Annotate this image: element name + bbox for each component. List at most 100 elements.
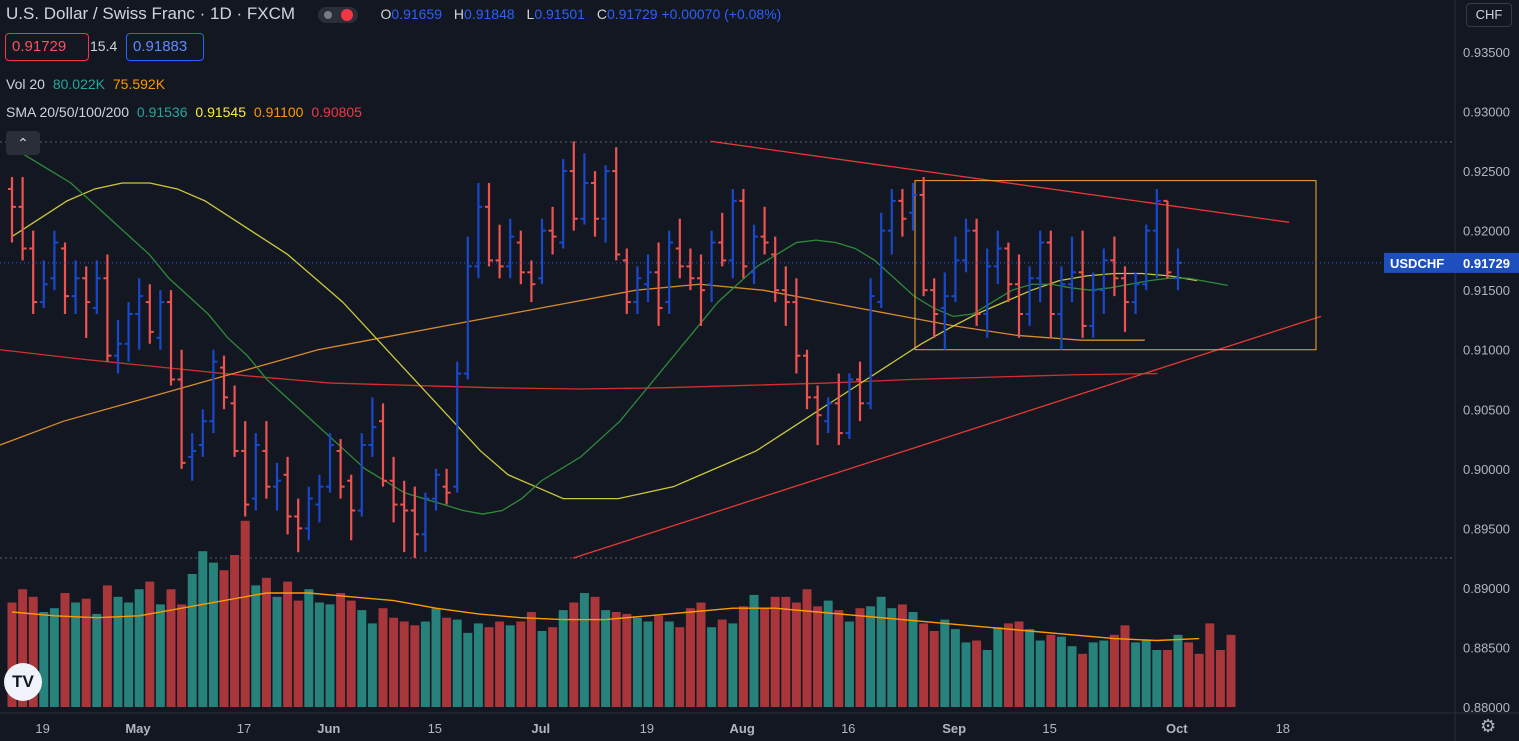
ohlc-bar <box>750 224 758 285</box>
close-value: 0.91729 <box>606 6 658 22</box>
ohlc-bar <box>389 456 398 523</box>
volume-bar <box>601 610 611 707</box>
ohlc-bar <box>124 302 133 362</box>
volume-bar <box>39 612 49 707</box>
sell-price-button[interactable]: 0.91729 <box>5 33 89 61</box>
volume-bar <box>81 598 91 707</box>
volume-bar <box>7 602 17 707</box>
ohlc-bar <box>803 349 811 410</box>
current-price-value: 0.91729 <box>1463 256 1510 271</box>
ohlc-bar <box>315 474 324 523</box>
volume-legend[interactable]: Vol 20 80.022K 75.592K <box>6 76 165 92</box>
volume-ma-line <box>11 592 1200 642</box>
legend-title-row: U.S. Dollar / Swiss Franc · 1D · FXCM O0… <box>6 4 781 24</box>
ohlc-bar <box>135 278 144 350</box>
ohlc-bar <box>569 141 578 231</box>
volume-bar <box>1046 634 1056 707</box>
ohlc-bar <box>283 456 292 535</box>
buy-price-button[interactable]: 0.91883 <box>126 33 204 61</box>
ohlc-bar <box>781 266 790 326</box>
volume-bar <box>251 585 261 707</box>
sma20-value: 0.91536 <box>136 104 188 120</box>
ohlc-bar <box>633 266 642 314</box>
ohlc-bar <box>8 177 16 243</box>
ohlc-bar <box>1142 224 1151 291</box>
ohlc-bar <box>591 171 599 237</box>
volume-bar <box>1003 623 1013 707</box>
ohlc-bar <box>845 373 854 440</box>
ohlc-bar <box>622 248 631 314</box>
ohlc-bar <box>167 290 175 386</box>
volume-bar <box>1088 642 1098 707</box>
volume-bar <box>770 596 780 707</box>
ohlc-bar <box>453 361 462 493</box>
ohlc-bar <box>1078 230 1087 338</box>
y-axis-tick-label: 0.88500 <box>1463 640 1510 655</box>
volume-bar <box>993 627 1003 707</box>
ohlc-bar <box>580 153 589 225</box>
volume-bar <box>1215 650 1225 707</box>
change-value: +0.00070 (+0.08%) <box>661 6 782 22</box>
sma50-line <box>11 182 1198 500</box>
volume-bar <box>240 520 250 707</box>
spread-value: 15.4 <box>90 38 118 54</box>
x-axis-tick-label: 16 <box>841 721 855 736</box>
sma100-value: 0.91100 <box>253 104 304 120</box>
ohlc-bar <box>771 236 780 303</box>
volume-bar <box>516 621 526 707</box>
volume-bar <box>834 610 844 707</box>
volume-bar <box>622 613 632 707</box>
ohlc-bar <box>612 147 621 261</box>
volume-bar <box>961 642 971 707</box>
eye-icon <box>323 10 332 19</box>
volume-value-1: 80.022K <box>52 76 105 92</box>
ohlc-bar <box>919 177 928 297</box>
volume-bar <box>876 596 886 707</box>
ohlc-bar <box>506 218 515 279</box>
ohlc-bar <box>198 409 207 457</box>
ohlc-bar <box>336 439 345 499</box>
collapse-legend-button[interactable]: ⌃ <box>6 131 40 155</box>
ohlc-bar <box>707 230 716 303</box>
volume-bar <box>760 608 770 707</box>
ohlc-bar <box>856 361 864 422</box>
volume-bar <box>579 593 589 707</box>
ohlc-bar <box>1163 199 1172 279</box>
ohlc-bar <box>1057 266 1066 350</box>
settings-gear-icon[interactable]: ⚙ <box>1480 716 1497 736</box>
volume-bar <box>399 621 409 707</box>
volume-bar <box>1078 653 1088 707</box>
open-key: O <box>380 6 392 22</box>
currency-button[interactable]: CHF <box>1466 3 1512 27</box>
tradingview-logo[interactable]: TV <box>4 663 42 701</box>
volume-bar <box>1067 646 1077 707</box>
ohlc-bar <box>697 254 705 326</box>
volume-bar <box>717 619 727 707</box>
volume-bar <box>1162 650 1172 707</box>
volume-label: Vol 20 <box>6 76 45 92</box>
volume-bar <box>18 589 28 707</box>
visibility-toggle[interactable] <box>317 6 358 23</box>
volume-bar <box>887 608 897 707</box>
ohlc-bar <box>559 159 568 249</box>
volume-bar <box>431 608 441 707</box>
ohlc-bar <box>357 433 366 517</box>
volume-bar <box>590 596 600 707</box>
volume-bar <box>219 570 229 707</box>
volume-bar <box>367 623 377 707</box>
volume-value-2: 75.592K <box>112 76 166 92</box>
volume-bar <box>897 604 907 707</box>
volume-bar <box>919 623 929 707</box>
sma-legend[interactable]: SMA 20/50/100/200 0.91536 0.91545 0.9110… <box>6 104 362 120</box>
ohlc-bar <box>1068 236 1076 303</box>
symbol-title[interactable]: U.S. Dollar / Swiss Franc · 1D · FXCM <box>6 4 296 23</box>
volume-bar <box>102 585 112 707</box>
low-key: L <box>526 6 535 22</box>
volume-bar <box>272 596 282 707</box>
open-value: 0.91659 <box>391 6 443 22</box>
volume-bar <box>1152 650 1162 707</box>
ohlc-bar <box>601 165 610 243</box>
volume-bar <box>473 623 483 707</box>
